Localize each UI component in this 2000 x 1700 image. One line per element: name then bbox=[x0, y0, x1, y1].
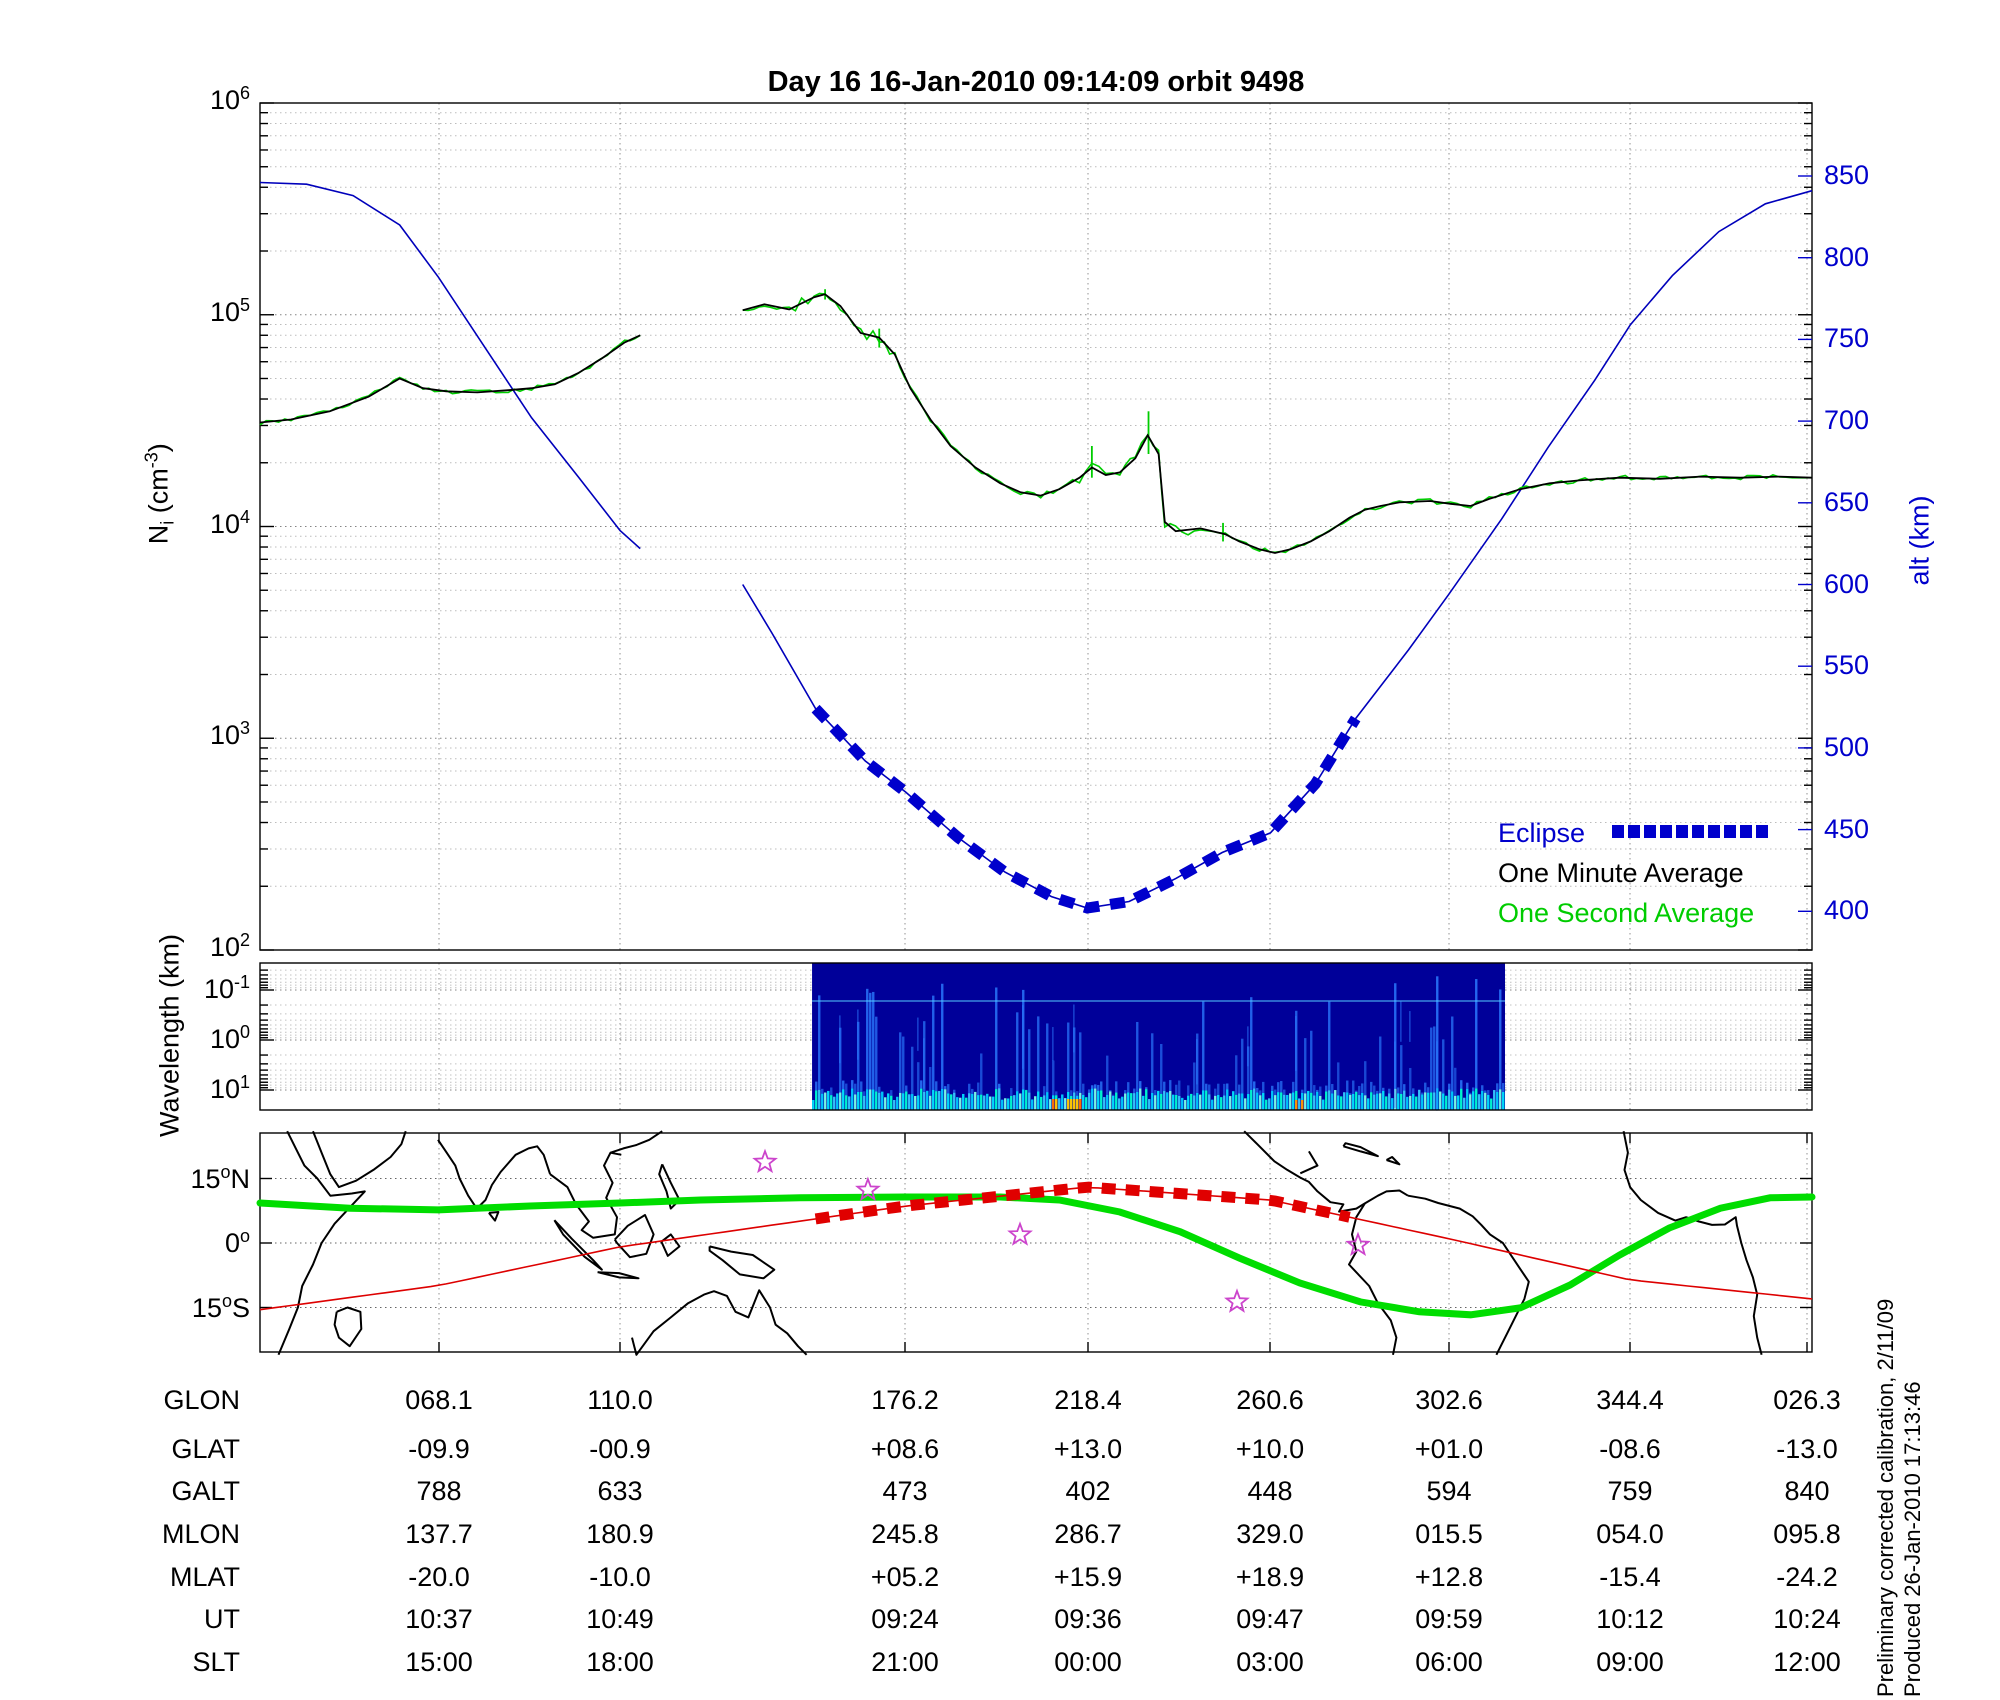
table-cell: 09:47 bbox=[1236, 1604, 1304, 1634]
density-ytick-label: 105 bbox=[209, 294, 250, 327]
table-cell: 594 bbox=[1426, 1476, 1472, 1506]
table-cell: 788 bbox=[416, 1476, 462, 1506]
table-cell: +01.0 bbox=[1414, 1434, 1484, 1464]
alt-ytick-label: 800 bbox=[1824, 241, 1870, 272]
table-cell: +15.9 bbox=[1053, 1562, 1123, 1592]
density-ytick-label: 103 bbox=[209, 718, 250, 751]
table-cell: 095.8 bbox=[1773, 1519, 1841, 1549]
wavelength-ytick-label: 100 bbox=[209, 1022, 250, 1054]
density-ytick-label: 104 bbox=[209, 506, 250, 539]
table-cell: +18.9 bbox=[1235, 1562, 1305, 1592]
table-cell: 068.1 bbox=[405, 1385, 473, 1415]
table-cell: -13.0 bbox=[1776, 1434, 1838, 1464]
legend-item-eclipse: Eclipse bbox=[1498, 818, 1586, 848]
density-y-axis-label: Ni (cm-3) bbox=[141, 443, 178, 545]
table-cell: 245.8 bbox=[871, 1519, 939, 1549]
legend-item-one-second-average: One Second Average bbox=[1498, 898, 1755, 928]
alt-ytick-label: 750 bbox=[1824, 323, 1870, 354]
table-cell: +05.2 bbox=[870, 1562, 940, 1592]
table-cell: 10:12 bbox=[1596, 1604, 1664, 1634]
legend-item-one-minute-average: One Minute Average bbox=[1498, 858, 1744, 888]
table-row-label: GALT bbox=[171, 1476, 240, 1506]
alt-ytick-label: 600 bbox=[1824, 568, 1870, 599]
alt-ytick-label: 450 bbox=[1824, 813, 1870, 844]
table-cell: 15:00 bbox=[405, 1647, 473, 1677]
map-lat-label: 0o bbox=[224, 1226, 250, 1258]
table-cell: -00.9 bbox=[589, 1434, 651, 1464]
table-cell: 054.0 bbox=[1596, 1519, 1664, 1549]
table-row-label: GLAT bbox=[171, 1434, 240, 1464]
map-lat-label: 15oS bbox=[191, 1290, 250, 1323]
table-cell: 09:36 bbox=[1054, 1604, 1122, 1634]
table-cell: 026.3 bbox=[1773, 1385, 1841, 1415]
table-cell: +08.6 bbox=[870, 1434, 940, 1464]
footer-line-2: Produced 26-Jan-2010 17:13:46 bbox=[1900, 1381, 1925, 1697]
table-cell: 302.6 bbox=[1415, 1385, 1483, 1415]
table-cell: 10:37 bbox=[405, 1604, 473, 1634]
footer-note: Preliminary corrected calibration, 2/11/… bbox=[1872, 1299, 1926, 1697]
table-cell: 21:00 bbox=[871, 1647, 939, 1677]
table-cell: 10:24 bbox=[1773, 1604, 1841, 1634]
table-cell: 473 bbox=[882, 1476, 928, 1506]
table-cell: 448 bbox=[1247, 1476, 1293, 1506]
table-cell: 260.6 bbox=[1236, 1385, 1304, 1415]
density-ytick-label: 106 bbox=[209, 83, 250, 115]
table-row-label: MLON bbox=[161, 1519, 240, 1549]
table-cell: -24.2 bbox=[1776, 1562, 1838, 1592]
table-row-label: MLAT bbox=[169, 1562, 240, 1592]
table-cell: 110.0 bbox=[587, 1385, 653, 1415]
table-cell: 00:00 bbox=[1054, 1647, 1122, 1677]
table-cell: 18:00 bbox=[586, 1647, 654, 1677]
table-cell: +10.0 bbox=[1235, 1434, 1305, 1464]
table-cell: -09.9 bbox=[408, 1434, 470, 1464]
table-cell: 09:00 bbox=[1596, 1647, 1664, 1677]
table-cell: 12:00 bbox=[1773, 1647, 1841, 1677]
density-ytick-label: 102 bbox=[209, 930, 250, 962]
table-cell: 09:59 bbox=[1415, 1604, 1483, 1634]
alt-ytick-label: 850 bbox=[1824, 160, 1870, 190]
map-lat-label: 15oN bbox=[190, 1161, 250, 1194]
table-cell: -15.4 bbox=[1599, 1562, 1661, 1592]
footer-line-1: Preliminary corrected calibration, 2/11/… bbox=[1873, 1298, 1898, 1697]
wavelength-ytick-label: 10-1 bbox=[203, 972, 250, 1004]
table-cell: 10:49 bbox=[586, 1604, 654, 1634]
table-cell: 137.7 bbox=[405, 1519, 473, 1549]
table-cell: 09:24 bbox=[871, 1604, 939, 1634]
page-title: Day 16 16-Jan-2010 09:14:09 orbit 9498 bbox=[767, 66, 1305, 98]
alt-ytick-label: 400 bbox=[1824, 895, 1870, 926]
table-cell: 015.5 bbox=[1415, 1519, 1483, 1549]
table-cell: 344.4 bbox=[1596, 1385, 1664, 1415]
table-cell: 180.9 bbox=[586, 1519, 654, 1549]
table-cell: 759 bbox=[1607, 1476, 1653, 1506]
alt-ytick-label: 500 bbox=[1824, 731, 1870, 762]
table-cell: -10.0 bbox=[589, 1562, 651, 1592]
alt-ytick-label: 650 bbox=[1824, 486, 1870, 517]
table-cell: +12.8 bbox=[1414, 1562, 1484, 1592]
table-cell: -20.0 bbox=[408, 1562, 470, 1592]
alt-ytick-label: 700 bbox=[1824, 405, 1870, 436]
table-row-label: SLT bbox=[192, 1647, 240, 1677]
table-cell: +13.0 bbox=[1053, 1434, 1123, 1464]
table-cell: 329.0 bbox=[1236, 1519, 1304, 1549]
table-row-label: UT bbox=[204, 1604, 240, 1634]
table-cell: 03:00 bbox=[1236, 1647, 1304, 1677]
table-row-label: GLON bbox=[163, 1385, 240, 1415]
table-cell: 218.4 bbox=[1054, 1385, 1122, 1415]
alt-ytick-label: 550 bbox=[1824, 650, 1870, 681]
table-cell: -08.6 bbox=[1599, 1434, 1661, 1464]
table-cell: 06:00 bbox=[1415, 1647, 1483, 1677]
table-cell: 633 bbox=[597, 1476, 643, 1506]
alt-y-axis-label: alt (km) bbox=[1904, 495, 1935, 586]
table-cell: 176.2 bbox=[871, 1385, 939, 1415]
table-cell: 840 bbox=[1784, 1476, 1830, 1506]
table-cell: 286.7 bbox=[1054, 1519, 1122, 1549]
wavelength-ytick-label: 101 bbox=[209, 1072, 250, 1104]
table-cell: 402 bbox=[1065, 1476, 1111, 1506]
